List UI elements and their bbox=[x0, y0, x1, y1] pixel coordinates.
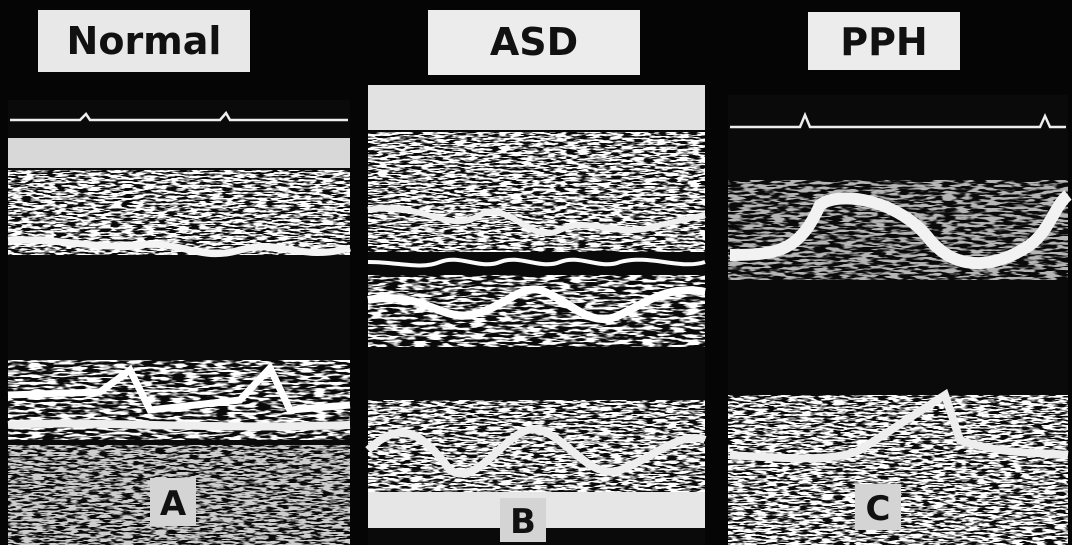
figure: Normal A ASD B PPH C bbox=[0, 0, 1072, 545]
panel-letter: B bbox=[510, 502, 536, 542]
panel-title: Normal bbox=[67, 19, 222, 63]
panel-letter: A bbox=[160, 484, 187, 524]
echo-speckle bbox=[728, 180, 1068, 280]
echo-band bbox=[368, 85, 705, 130]
echo-wall bbox=[8, 424, 350, 427]
panel-asd: ASD B bbox=[368, 10, 705, 545]
panel-title: PPH bbox=[840, 20, 928, 64]
panel-letter: C bbox=[866, 489, 891, 529]
echo-band bbox=[8, 138, 350, 168]
echo-speckle bbox=[368, 400, 705, 495]
panel-title: ASD bbox=[490, 20, 578, 64]
